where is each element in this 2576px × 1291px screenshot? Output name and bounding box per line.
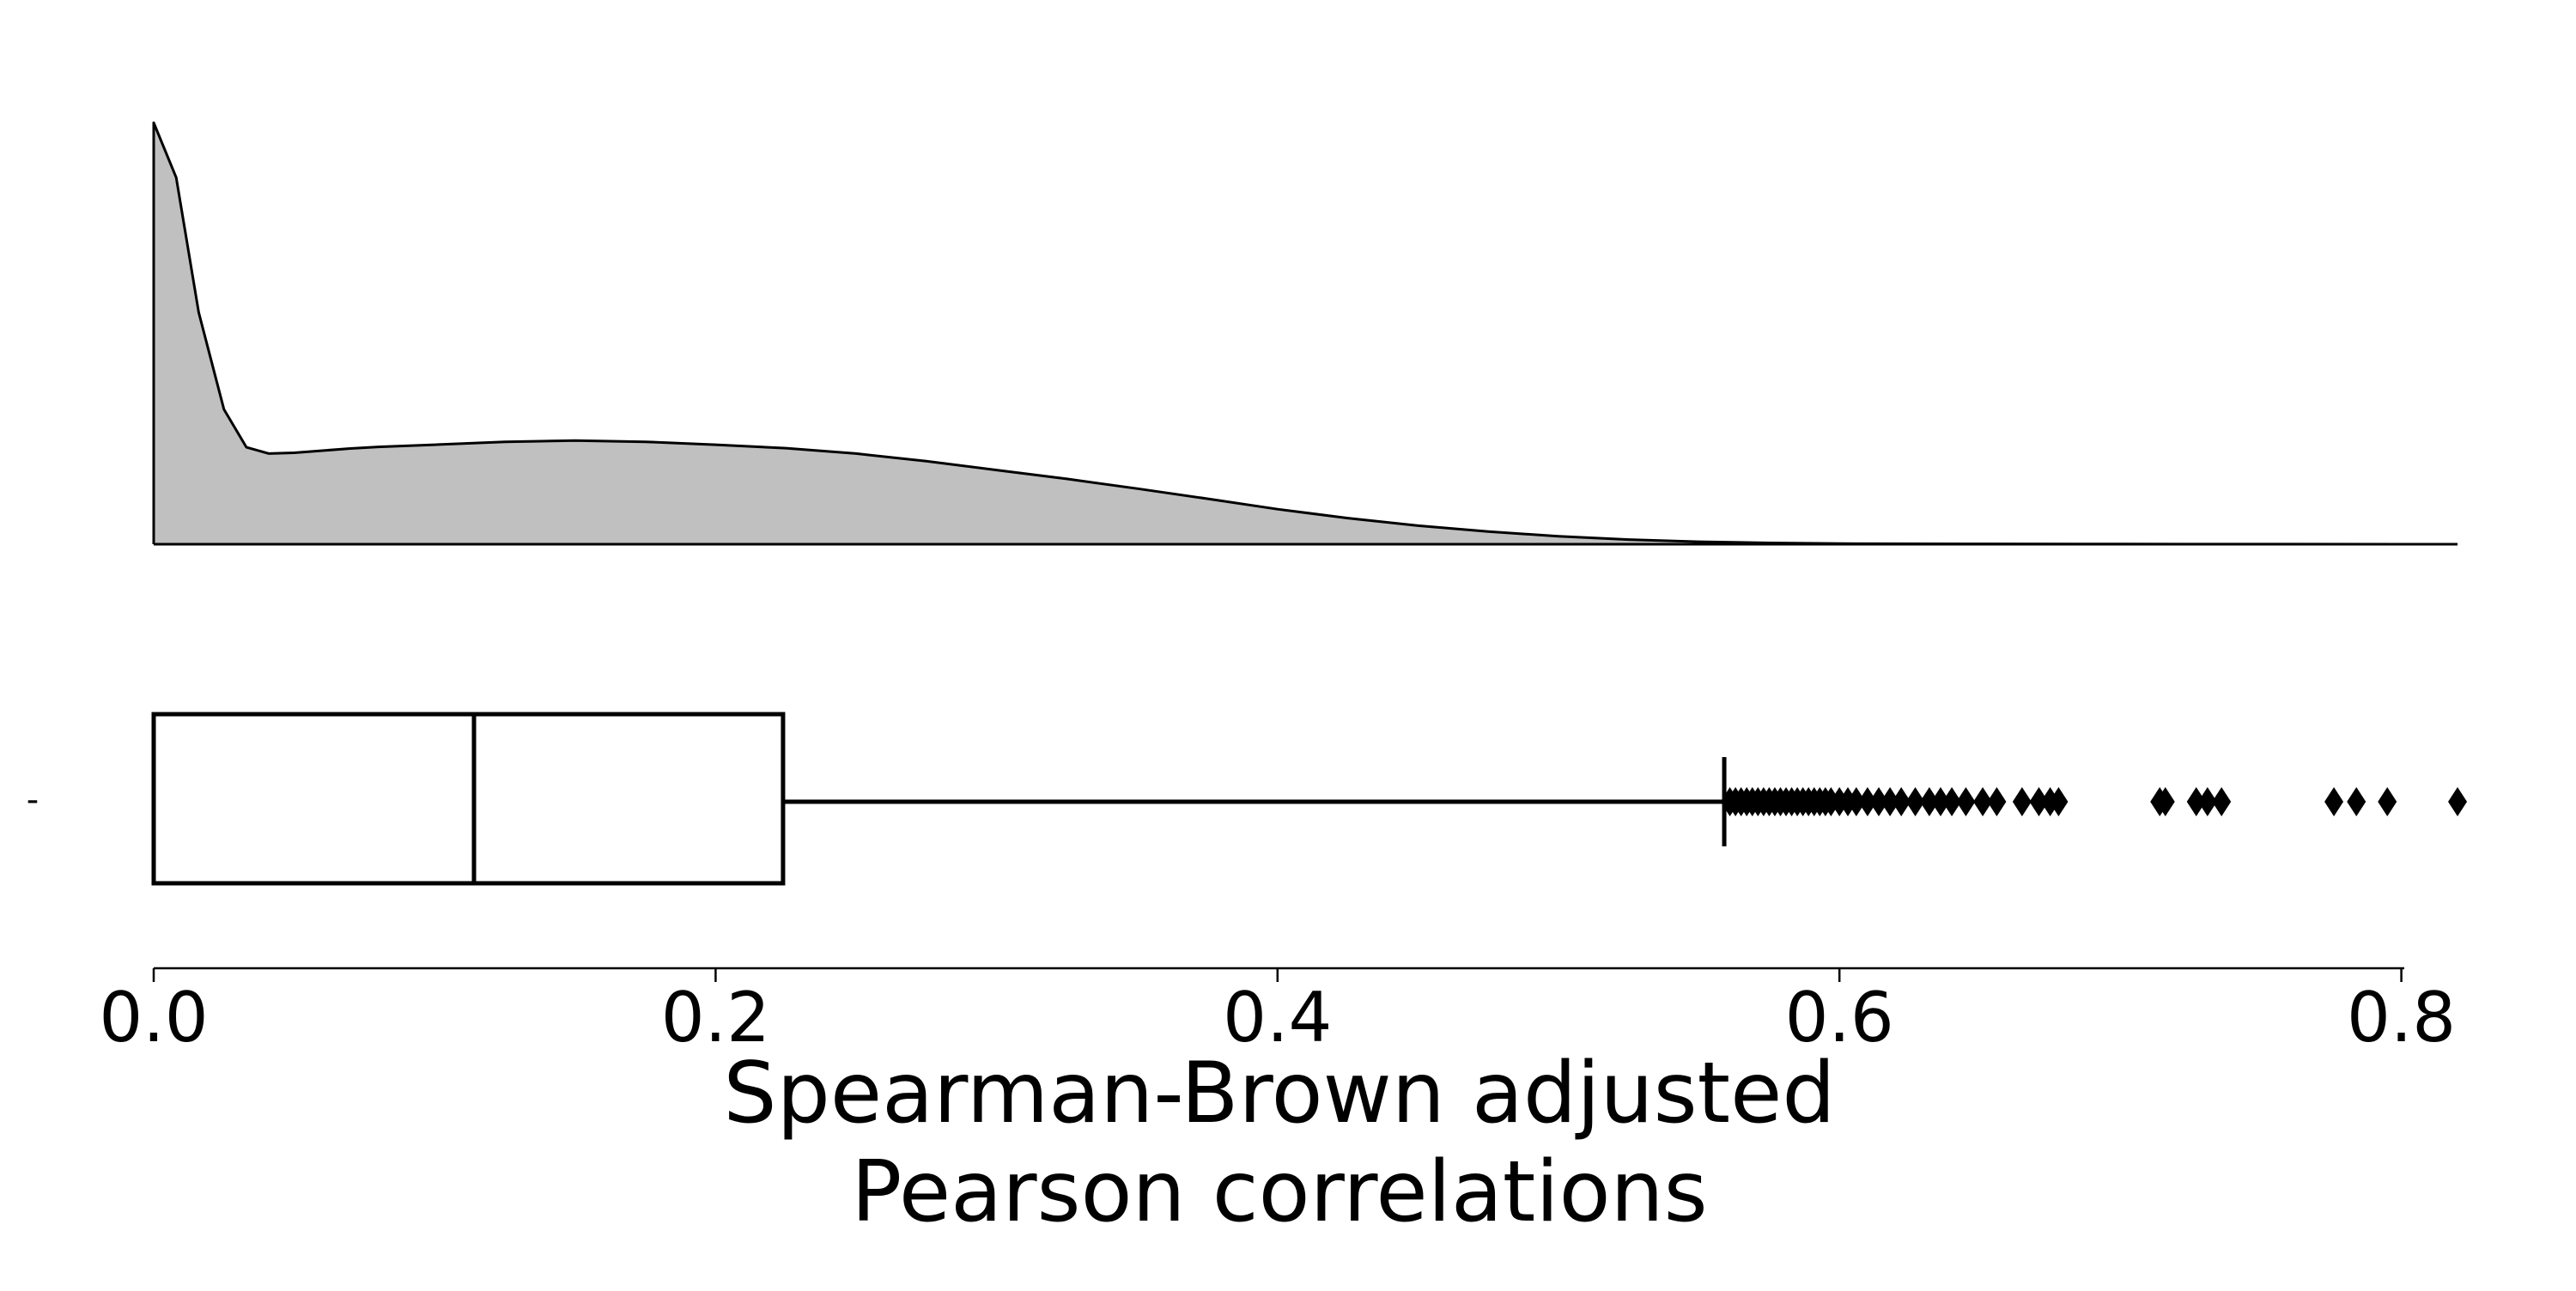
outlier-point xyxy=(2347,787,2366,816)
outlier-point xyxy=(2448,787,2468,816)
x-tick-label: 0.8 xyxy=(2347,978,2456,1058)
x-axis: 0.0 0.2 0.4 0.6 0.8 xyxy=(99,967,2456,1058)
outlier-point xyxy=(1905,787,1925,816)
outlier-point xyxy=(2378,787,2397,816)
y-category-label: - xyxy=(27,780,39,820)
outlier-point xyxy=(2186,787,2206,816)
outlier-point xyxy=(1919,787,1939,816)
outlier-point xyxy=(1846,787,1866,816)
outlier-point xyxy=(2212,787,2232,816)
outlier-point xyxy=(2155,787,2175,816)
x-axis-title-line-2: Pearson correlations xyxy=(851,1143,1707,1241)
outlier-point xyxy=(1987,787,2007,816)
x-tick-label: 0.0 xyxy=(99,978,208,1058)
x-tick-label: 0.6 xyxy=(1785,978,1894,1058)
outlier-point xyxy=(1973,787,1993,816)
outlier-point xyxy=(1892,787,1911,816)
outlier-point xyxy=(1956,787,1976,816)
x-axis-title-line-1: Spearman-Brown adjusted xyxy=(723,1045,1835,1143)
outlier-point xyxy=(2049,787,2069,816)
density-area xyxy=(154,123,2458,544)
outlier-point xyxy=(1857,787,1877,816)
outlier-point xyxy=(2324,787,2344,816)
outlier-point xyxy=(2197,787,2217,816)
density-panel xyxy=(152,121,2458,546)
outlier-point xyxy=(1942,787,1962,816)
boxplot-panel xyxy=(151,712,2468,886)
iqr-box xyxy=(151,712,786,886)
outlier-point xyxy=(1869,787,1889,816)
outlier-point xyxy=(2029,787,2049,816)
x-tick-label: 0.4 xyxy=(1223,978,1332,1058)
outlier-point xyxy=(2012,787,2032,816)
outlier-point xyxy=(1880,787,1900,816)
outlier-point xyxy=(1930,787,1950,816)
x-tick-label: 0.2 xyxy=(661,978,770,1058)
